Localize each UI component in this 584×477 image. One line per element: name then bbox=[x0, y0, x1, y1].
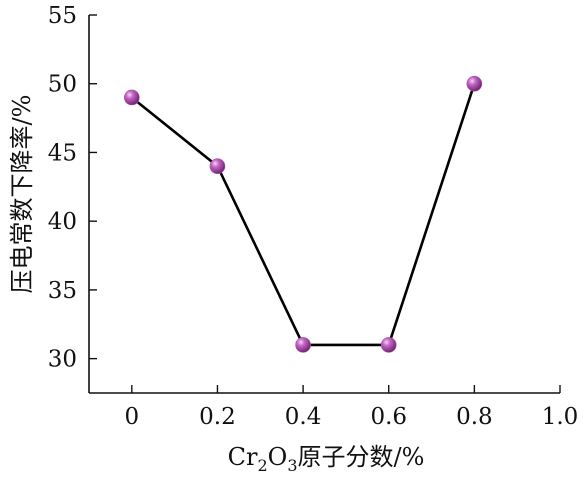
data-point bbox=[124, 89, 140, 106]
x-axis-title-subscript: 2 bbox=[257, 456, 267, 475]
data-points bbox=[124, 75, 483, 353]
x-tick-label: 0.2 bbox=[199, 404, 236, 430]
y-tick-label: 50 bbox=[48, 72, 77, 98]
series-line bbox=[130, 83, 476, 347]
data-point bbox=[209, 158, 226, 174]
data-series bbox=[130, 83, 476, 347]
x-tick-label: 0.4 bbox=[285, 404, 322, 430]
axes bbox=[88, 15, 560, 394]
data-point bbox=[295, 337, 311, 353]
x-axis-title-part: 原子分数/% bbox=[298, 443, 425, 471]
data-point bbox=[466, 75, 483, 92]
x-tick-label: 1.0 bbox=[542, 404, 579, 430]
data-point bbox=[380, 337, 397, 353]
x-axis-title-part: Cr bbox=[228, 443, 258, 471]
x-axis-title-subscript: 3 bbox=[287, 456, 297, 475]
y-tick-label: 40 bbox=[48, 209, 77, 235]
x-tick-label: 0.6 bbox=[370, 404, 407, 430]
y-ticks: 30 35 40 45 50 55 bbox=[48, 3, 97, 373]
x-axis-title-part: O bbox=[268, 443, 288, 471]
y-tick-label: 30 bbox=[48, 347, 77, 373]
y-tick-label: 45 bbox=[48, 140, 77, 166]
x-axis-title: Cr2O3原子分数/% bbox=[228, 443, 425, 475]
x-tick-label: 0 bbox=[124, 404, 139, 430]
y-tick-label: 55 bbox=[48, 3, 77, 29]
x-tick-label: 0.8 bbox=[456, 404, 493, 430]
x-ticks: 0 0.2 0.4 0.6 0.8 1.0 bbox=[124, 385, 578, 430]
y-axis-title: 压电常数下降率/% bbox=[8, 95, 36, 294]
y-tick-label: 35 bbox=[48, 278, 77, 304]
